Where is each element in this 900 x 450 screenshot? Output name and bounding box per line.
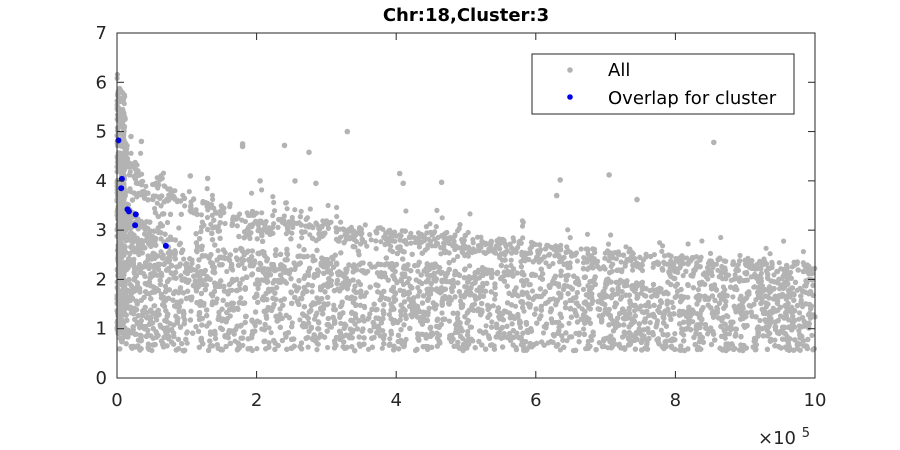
all-point [379, 345, 385, 351]
all-point [266, 325, 272, 331]
all-point [227, 313, 233, 319]
all-point [492, 296, 498, 302]
all-point [325, 344, 331, 351]
all-point [181, 256, 187, 262]
all-point [311, 316, 318, 322]
all-point [646, 303, 653, 310]
all-point [158, 249, 164, 255]
all-point [151, 303, 157, 309]
all-point [489, 319, 495, 325]
all-point [152, 205, 158, 212]
all-point [387, 336, 393, 342]
all-point [214, 296, 220, 302]
all-point [254, 346, 260, 352]
all-point [315, 341, 321, 347]
all-point [306, 320, 312, 326]
all-point [680, 273, 686, 279]
all-point [297, 317, 303, 323]
all-point [255, 285, 261, 292]
all-point [386, 312, 392, 318]
all-point [184, 329, 190, 335]
all-point [797, 310, 803, 316]
all-point [268, 330, 274, 336]
all-point [224, 268, 230, 275]
all-point [164, 219, 171, 226]
all-point [503, 264, 509, 270]
all-point [215, 248, 221, 254]
all-point [658, 327, 664, 333]
all-point [309, 289, 315, 295]
plot-area [114, 71, 818, 354]
all-point [305, 344, 311, 350]
all-point [809, 332, 815, 338]
all-point [585, 338, 591, 344]
all-point [365, 346, 372, 352]
all-point [145, 253, 151, 259]
all-point [512, 303, 519, 309]
all-point [730, 294, 736, 300]
all-point [772, 337, 778, 343]
all-point [161, 261, 167, 268]
all-point [483, 323, 489, 329]
all-point [564, 338, 570, 344]
all-point [292, 294, 298, 300]
all-point [176, 225, 182, 231]
all-point [690, 319, 696, 325]
all-point [296, 243, 302, 249]
all-point [154, 317, 160, 323]
all-point [380, 328, 386, 334]
all-point [726, 331, 733, 337]
all-point [331, 302, 337, 308]
series-all [114, 71, 818, 354]
all-point [446, 318, 452, 324]
all-point [581, 326, 587, 332]
all-point [670, 304, 676, 310]
all-point [580, 286, 587, 292]
all-point [566, 320, 572, 326]
all-point [647, 320, 653, 326]
all-point [574, 258, 581, 264]
all-point [725, 314, 731, 320]
all-point [529, 288, 536, 294]
all-point [757, 317, 763, 324]
all-point [192, 278, 198, 284]
all-point [415, 268, 421, 274]
all-point [526, 282, 532, 288]
all-point [188, 308, 194, 314]
all-point [462, 284, 468, 290]
all-point [766, 284, 773, 290]
all-point [695, 287, 702, 293]
all-point [439, 310, 445, 316]
all-point [314, 347, 320, 353]
all-point [638, 290, 644, 296]
all-point [672, 331, 678, 337]
all-point [467, 324, 473, 330]
all-point [238, 295, 244, 301]
all-point [367, 311, 373, 317]
all-point [467, 263, 473, 269]
all-point [415, 285, 421, 291]
all-point [796, 323, 803, 329]
all-point [796, 328, 802, 334]
all-point [367, 232, 373, 238]
all-point [540, 330, 547, 336]
all-point [254, 277, 260, 283]
